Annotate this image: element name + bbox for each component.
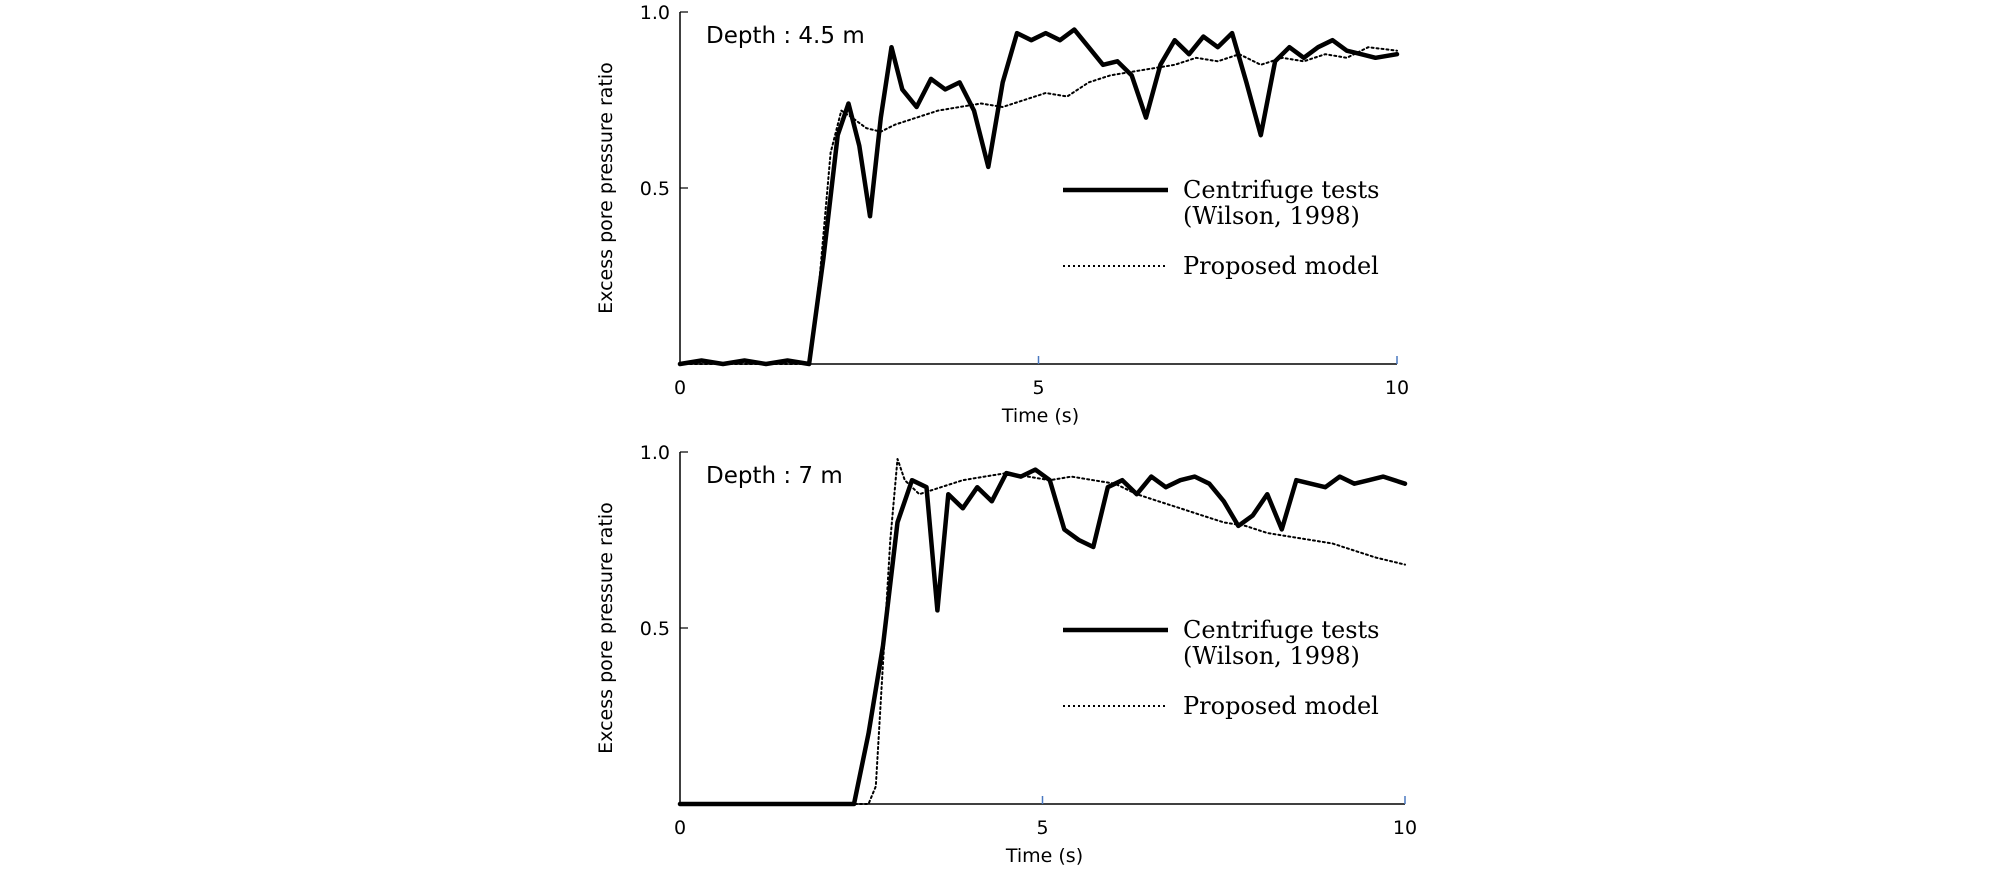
x-tick-label: 0 — [674, 817, 686, 839]
x-tick-label: 0 — [674, 377, 686, 399]
x-tick-label: 10 — [1385, 377, 1409, 399]
legend-label-line: (Wilson, 1998) — [1183, 202, 1360, 230]
series-line-centrifuge-tests — [677, 467, 1408, 807]
x-tick-label: 5 — [1036, 817, 1048, 839]
x-tick-label: 10 — [1393, 817, 1417, 839]
x-axis-title: Time (s) — [1001, 405, 1079, 427]
chart-panel-2: 0.5 1.0 0 5 10 Time (s) Excess pore pressure r… — [595, 442, 1417, 867]
legend-label-line: Centrifuge tests — [1183, 176, 1379, 204]
legend-label-line: (Wilson, 1998) — [1183, 642, 1360, 670]
legend-label: Centrifuge tests (Wilson, 1998) — [1183, 616, 1379, 670]
legend-label: Proposed model — [1183, 252, 1379, 280]
series-line-proposed-model — [679, 458, 1406, 805]
legend-label: Proposed model — [1183, 692, 1379, 720]
y-tick-label: 1.0 — [640, 2, 670, 24]
x-axis-title: Time (s) — [1005, 845, 1083, 867]
legend-label: Centrifuge tests (Wilson, 1998) — [1183, 176, 1379, 230]
series-line-proposed-model — [679, 46, 1398, 365]
y-tick-label: 0.5 — [640, 178, 670, 200]
depth-annotation: Depth : 4.5 m — [706, 23, 865, 49]
legend: Centrifuge tests (Wilson, 1998) Proposed m… — [1063, 176, 1379, 280]
y-axis-title: Excess pore pressure ratio — [595, 502, 617, 754]
y-axis-title: Excess pore pressure ratio — [595, 62, 617, 314]
y-tick-label: 0.5 — [640, 618, 670, 640]
y-tick-label: 1.0 — [640, 442, 670, 464]
series-line-centrifuge-tests — [677, 27, 1400, 367]
legend-label-line: Centrifuge tests — [1183, 616, 1379, 644]
chart-panel-1: 0.5 1.0 0 5 10 Time (s) Excess pore pressure r… — [595, 2, 1409, 427]
x-tick-label: 5 — [1032, 377, 1044, 399]
legend: Centrifuge tests (Wilson, 1998) Proposed m… — [1063, 616, 1379, 720]
depth-annotation: Depth : 7 m — [706, 463, 843, 489]
